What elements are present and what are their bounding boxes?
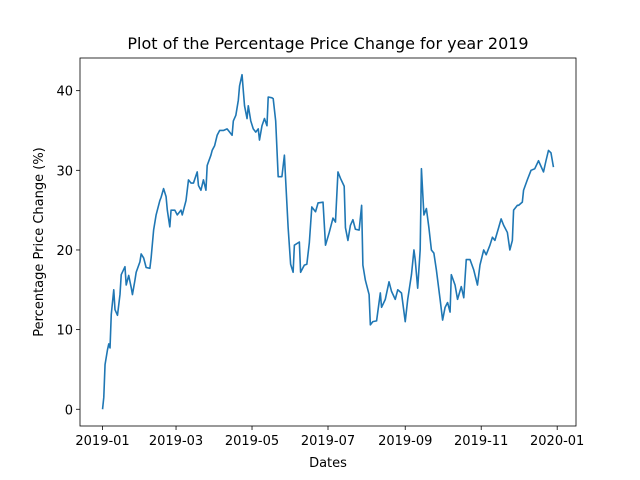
y-axis-label: Percentage Price Change (%) xyxy=(32,147,47,337)
x-tick-label: 2019-05 xyxy=(225,434,279,449)
chart-title: Plot of the Percentage Price Change for … xyxy=(127,34,528,53)
y-tick-label: 0 xyxy=(65,403,73,418)
y-tick-label: 20 xyxy=(56,244,73,259)
x-axis-label: Dates xyxy=(309,456,347,471)
x-tick-label: 2019-11 xyxy=(454,434,508,449)
x-tick-label: 2020-01 xyxy=(530,434,584,449)
x-tick-label: 2019-01 xyxy=(75,434,129,449)
x-tick-label: 2019-07 xyxy=(301,434,355,449)
x-tick-label: 2019-03 xyxy=(149,434,203,449)
y-tick-label: 40 xyxy=(56,85,73,100)
x-tick-label: 2019-09 xyxy=(378,434,432,449)
y-tick-label: 10 xyxy=(56,324,73,339)
y-tick-label: 30 xyxy=(56,164,73,179)
data-line xyxy=(101,73,555,410)
